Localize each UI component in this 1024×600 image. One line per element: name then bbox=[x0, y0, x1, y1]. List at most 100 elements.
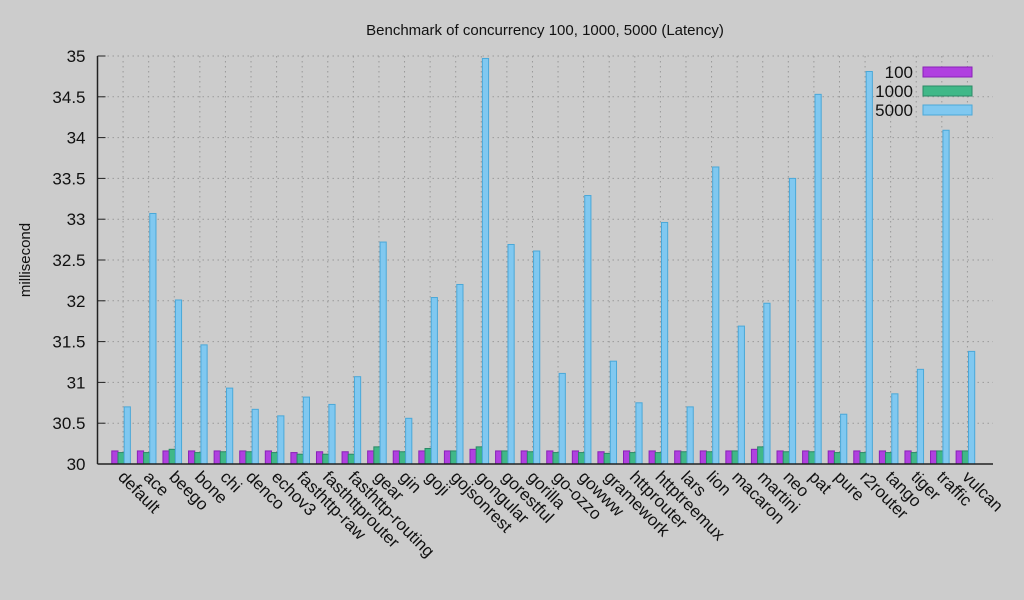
bar-5000-fasthttp-raw bbox=[302, 396, 310, 465]
bar-100-gorestful bbox=[495, 450, 503, 465]
bar-100-macaron bbox=[725, 450, 733, 465]
bar-1000-bone bbox=[194, 452, 202, 465]
legend-label: 100 bbox=[885, 63, 913, 82]
bar-1000-lars bbox=[680, 451, 688, 465]
bar-100-echov3 bbox=[264, 450, 272, 465]
bar-100-gojsonrest bbox=[443, 450, 452, 465]
y-tick-label: 31 bbox=[67, 373, 86, 392]
bar-1000-macaron bbox=[731, 450, 739, 465]
bar-5000-ace bbox=[149, 212, 157, 465]
y-tick-label: 32.5 bbox=[52, 251, 85, 270]
bar-5000-lars bbox=[686, 406, 694, 465]
legend-label: 5000 bbox=[875, 101, 913, 120]
bar-5000-pat bbox=[814, 93, 822, 465]
x-tick-label: lion bbox=[703, 467, 735, 499]
bar-1000-martini bbox=[757, 446, 765, 465]
bar-1000-gin bbox=[398, 451, 407, 465]
bar-5000-martini bbox=[763, 302, 771, 465]
x-tick-label: goji bbox=[421, 467, 453, 499]
bar-1000-tango bbox=[885, 452, 893, 465]
bar-100-vulcan bbox=[955, 450, 963, 465]
bar-100-tango bbox=[878, 450, 887, 465]
bar-100-denco bbox=[239, 450, 247, 465]
bar-1000-gowww bbox=[578, 452, 586, 465]
bar-5000-beego bbox=[174, 299, 183, 465]
x-tick-label: pat bbox=[805, 467, 835, 497]
bar-1000-denco bbox=[245, 451, 253, 465]
legend-label: 1000 bbox=[875, 82, 913, 101]
y-tick-label: 33.5 bbox=[52, 169, 85, 188]
bar-1000-traffic bbox=[936, 450, 944, 465]
bar-1000-gorestful bbox=[501, 450, 509, 465]
bar-1000-gorilla bbox=[526, 451, 535, 465]
y-tick-label: 30 bbox=[67, 455, 86, 474]
bar-1000-fasthttp-raw bbox=[296, 453, 304, 465]
bar-5000-gojsonrest bbox=[456, 283, 464, 465]
bar-100-martini bbox=[750, 448, 759, 465]
bar-5000-chi bbox=[226, 387, 234, 465]
bar-1000-vulcan bbox=[961, 450, 970, 465]
bar-5000-gongular bbox=[481, 57, 490, 465]
bar-5000-httptreemux bbox=[660, 221, 669, 465]
bar-1000-chi bbox=[219, 451, 228, 465]
bar-5000-go-ozzo bbox=[558, 372, 566, 465]
bar-100-gongular bbox=[469, 448, 477, 465]
bar-1000-lion bbox=[705, 451, 714, 465]
bar-1000-pure bbox=[833, 452, 842, 465]
bar-100-goji bbox=[418, 450, 426, 465]
legend-swatch-1000 bbox=[922, 85, 973, 97]
y-tick-label: 34.5 bbox=[52, 88, 85, 107]
bar-5000-fasthttprouter bbox=[328, 403, 336, 465]
bar-100-lion bbox=[699, 450, 707, 465]
bar-100-ace bbox=[136, 450, 145, 465]
bar-1000-default bbox=[117, 452, 125, 465]
legend-swatch-100 bbox=[922, 66, 973, 78]
legend-swatch-5000 bbox=[922, 104, 973, 116]
bar-100-pure bbox=[827, 450, 835, 465]
y-tick-label: 34 bbox=[67, 129, 86, 148]
bar-5000-macaron bbox=[737, 325, 745, 465]
chart-title: Benchmark of concurrency 100, 1000, 5000… bbox=[366, 22, 724, 39]
bar-100-httptreemux bbox=[648, 450, 656, 465]
bar-1000-gongular bbox=[475, 446, 483, 465]
bar-100-beego bbox=[162, 450, 170, 465]
x-ticks: defaultacebeegobonechidencoechov3fasthtt… bbox=[114, 467, 1007, 561]
bar-1000-neo bbox=[782, 451, 790, 465]
bar-1000-echov3 bbox=[271, 452, 279, 465]
bar-100-gramework bbox=[597, 451, 605, 465]
bar-5000-gear bbox=[379, 241, 387, 465]
y-tick-label: 32 bbox=[67, 292, 86, 311]
bar-100-fasthttp-routing bbox=[341, 451, 349, 465]
bar-100-pat bbox=[802, 450, 810, 465]
bar-100-gear bbox=[367, 450, 375, 465]
bar-1000-httprouter bbox=[629, 452, 637, 465]
bar-100-bone bbox=[188, 450, 196, 465]
bar-100-default bbox=[111, 450, 119, 465]
bar-1000-httptreemux bbox=[654, 452, 662, 465]
y-axis-label: millisecond bbox=[17, 223, 34, 297]
bar-1000-goji bbox=[424, 447, 432, 465]
y-tick-label: 30.5 bbox=[52, 414, 85, 433]
bar-5000-tiger bbox=[916, 368, 925, 465]
bar-1000-beego bbox=[168, 448, 176, 465]
bar-100-go-ozzo bbox=[546, 450, 554, 465]
bar-5000-fasthttp-routing bbox=[353, 376, 362, 465]
bar-5000-gowww bbox=[584, 195, 592, 465]
bar-5000-echov3 bbox=[277, 415, 285, 465]
bar-5000-traffic bbox=[942, 129, 950, 465]
bar-100-gowww bbox=[571, 450, 580, 465]
bar-100-lars bbox=[674, 450, 682, 465]
y-tick-label: 31.5 bbox=[52, 333, 85, 352]
bar-100-gorilla bbox=[520, 450, 528, 465]
bar-100-tiger bbox=[904, 450, 912, 465]
bar-1000-ace bbox=[143, 452, 151, 465]
bar-5000-neo bbox=[788, 177, 797, 465]
bars bbox=[111, 57, 976, 465]
bar-1000-pat bbox=[808, 451, 816, 465]
bar-5000-vulcan bbox=[968, 350, 976, 465]
bar-100-traffic bbox=[930, 450, 938, 465]
bar-100-chi bbox=[213, 450, 221, 465]
bar-1000-go-ozzo bbox=[552, 452, 560, 465]
